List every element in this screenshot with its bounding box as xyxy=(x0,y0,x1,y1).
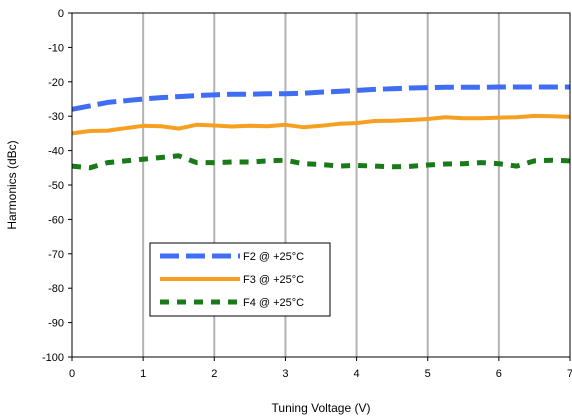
x-tick-label-7: 7 xyxy=(567,368,572,380)
y-tick-label-10: -100 xyxy=(42,352,64,364)
x-axis-title: Tuning Voltage (V) xyxy=(272,401,371,415)
legend-label-2: F2 @ +25°C xyxy=(243,251,304,263)
grid-lines xyxy=(142,13,500,357)
y-tick-label-0: 0 xyxy=(58,8,64,20)
y-tick-label-2: -20 xyxy=(48,77,64,89)
y-tick-label-7: -70 xyxy=(48,249,64,261)
series-layer xyxy=(71,84,571,171)
x-tick-label-1: 1 xyxy=(140,368,146,380)
legend: F2 @ +25°C F3 @ +25°C F4 @ +25°C xyxy=(149,242,331,317)
y-tick-label-9: -90 xyxy=(48,318,64,330)
legend-label-3: F3 @ +25°C xyxy=(243,274,304,286)
y-tick-label-3: -30 xyxy=(48,111,64,123)
y-axis-title: Harmonics (dBc) xyxy=(5,140,19,229)
x-tick-label-4: 4 xyxy=(354,368,360,380)
y-tick-label-1: -10 xyxy=(48,42,64,54)
y-tick-label-4: -40 xyxy=(48,146,64,158)
y-tick-label-8: -80 xyxy=(48,283,64,295)
tick-labels: 0 -10 -20 -30 -40 -50 -60 -70 -80 -90 -100 0 1 2 3 4 5 6 7 xyxy=(42,8,572,380)
y-tick-label-5: -50 xyxy=(48,180,64,192)
x-tick-label-3: 3 xyxy=(282,368,288,380)
axes xyxy=(68,12,571,361)
legend-label-4: F4 @ +25°C xyxy=(243,297,304,309)
x-tick-label-6: 6 xyxy=(496,368,502,380)
series-line-2 xyxy=(71,84,570,112)
y-tick-label-6: -60 xyxy=(48,214,64,226)
x-tick-label-0: 0 xyxy=(69,368,75,380)
x-tick-label-5: 5 xyxy=(425,368,431,380)
series-line-3 xyxy=(71,113,571,136)
x-tick-label-2: 2 xyxy=(211,368,217,380)
